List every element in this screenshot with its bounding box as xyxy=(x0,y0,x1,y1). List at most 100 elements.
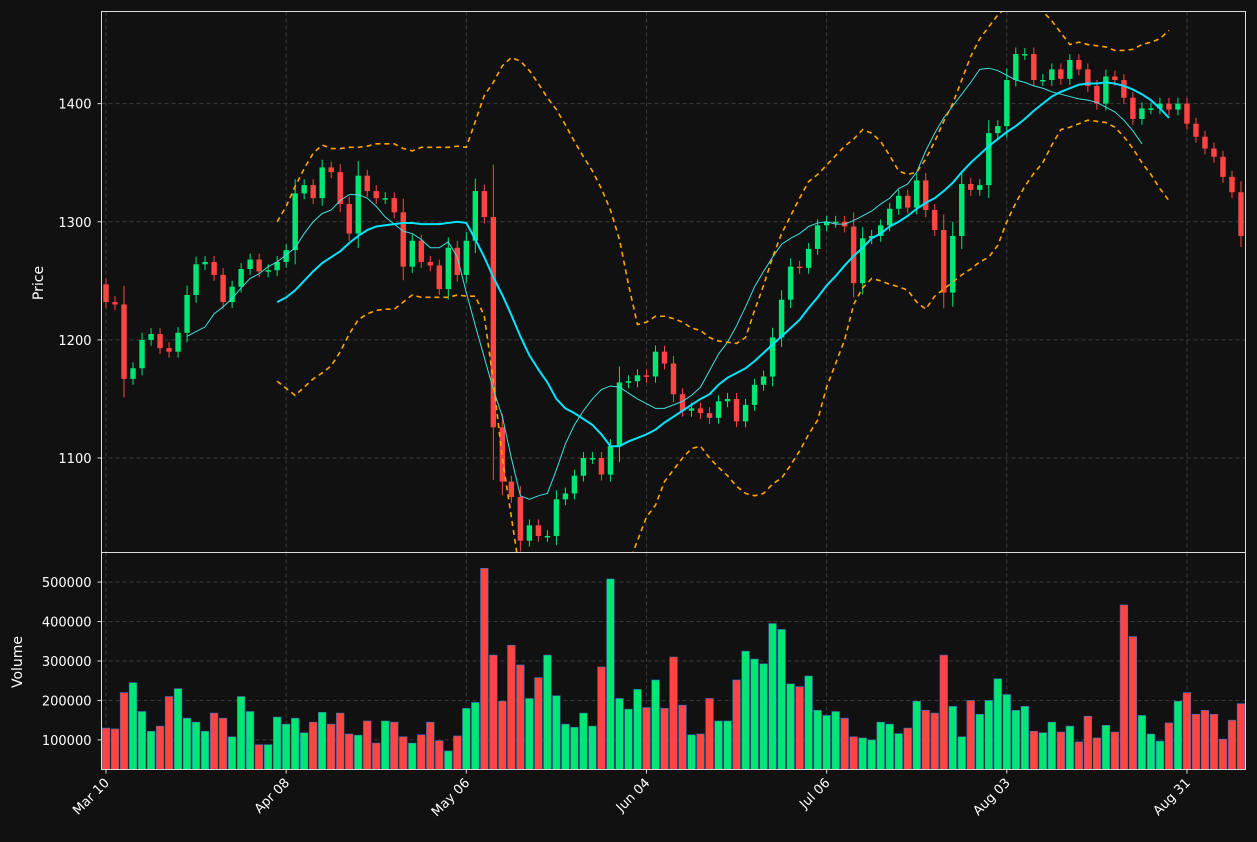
volume-bar xyxy=(894,733,903,770)
volume-bar xyxy=(525,698,534,770)
candle-body xyxy=(301,185,307,194)
candle-body xyxy=(859,238,866,284)
volume-tick-label: 200000 xyxy=(42,694,92,709)
volume-bar xyxy=(480,567,489,770)
volume-bar xyxy=(939,654,948,770)
volume-axis: 100000 200000 300000 400000 500000 xyxy=(42,576,102,749)
candle-body xyxy=(607,446,614,475)
candle-body xyxy=(337,172,343,205)
candle-body xyxy=(1067,59,1073,79)
candle-body xyxy=(121,304,127,379)
candle-body xyxy=(1085,69,1091,86)
volume-bar xyxy=(1083,715,1092,770)
volume-bar xyxy=(759,663,768,770)
candle-body xyxy=(1148,108,1154,110)
volume-bar xyxy=(696,733,705,770)
candle-body xyxy=(454,247,461,275)
candle-body xyxy=(1004,80,1010,127)
volume-bar xyxy=(1209,713,1219,770)
volume-bar xyxy=(579,712,588,770)
lower-band-line xyxy=(276,119,1170,553)
candle-body xyxy=(130,368,136,379)
volume-bar xyxy=(975,713,984,770)
volume-bar xyxy=(444,750,453,770)
candle-body xyxy=(751,384,758,405)
candle-body xyxy=(202,261,208,265)
volume-bar xyxy=(408,742,417,770)
candle-body xyxy=(1022,54,1028,56)
volume-bar xyxy=(336,712,345,770)
candle-body xyxy=(148,333,154,340)
candle-body xyxy=(823,221,830,226)
candle-body xyxy=(535,525,542,536)
volume-tick-label: 400000 xyxy=(42,616,92,631)
volume-bar xyxy=(498,700,507,770)
volume-bar xyxy=(750,658,759,770)
candle-body xyxy=(589,458,596,460)
volume-bar xyxy=(119,692,129,770)
candle-body xyxy=(1130,97,1136,119)
volume-bar xyxy=(372,742,381,770)
volume-bar xyxy=(200,730,210,770)
candle-body xyxy=(274,261,280,271)
candle-body xyxy=(715,401,722,418)
volume-bar xyxy=(993,678,1002,770)
volume-bar xyxy=(849,736,858,770)
candle-body xyxy=(1184,103,1190,124)
candle-body xyxy=(580,458,587,476)
volume-bar xyxy=(1137,715,1147,770)
candle-body xyxy=(436,265,442,290)
candle-body xyxy=(265,270,271,272)
candle-body xyxy=(643,375,650,377)
candle-body xyxy=(238,269,244,287)
candle-body xyxy=(796,266,803,269)
candle-body xyxy=(166,348,172,352)
candle-body xyxy=(445,247,452,290)
candle-body xyxy=(1238,192,1244,236)
volume-bar xyxy=(1155,740,1165,770)
volume-bar xyxy=(1218,738,1228,770)
candle-body xyxy=(1193,123,1199,137)
volume-bar xyxy=(903,727,912,770)
volume-bar xyxy=(588,725,597,770)
volume-bar xyxy=(795,686,804,770)
price-tick-label: 1300 xyxy=(58,216,91,231)
volume-bar xyxy=(948,706,957,770)
candle-body xyxy=(778,299,785,338)
volume-bar xyxy=(552,695,561,770)
candle-body xyxy=(733,398,740,422)
volume-bar xyxy=(966,700,975,770)
candle-body xyxy=(103,284,109,303)
volume-bar xyxy=(642,707,651,770)
volume-bar xyxy=(858,737,867,770)
candle-body xyxy=(905,195,911,208)
candle-body xyxy=(391,198,397,213)
volume-bar xyxy=(246,711,255,770)
price-tick-label: 1100 xyxy=(58,452,91,467)
candle-body xyxy=(193,264,199,295)
candle-body xyxy=(1076,59,1082,70)
volume-bar xyxy=(705,698,714,770)
candle-body xyxy=(1202,136,1208,149)
volume-bar xyxy=(1065,725,1074,770)
volume-bar xyxy=(1002,694,1011,770)
candle-body xyxy=(418,240,424,262)
candle-body xyxy=(1175,103,1181,110)
candle-body xyxy=(1094,85,1100,104)
price-tick-label: 1400 xyxy=(58,98,91,113)
candle-body xyxy=(986,133,992,186)
candle-body xyxy=(364,175,370,192)
candle-body xyxy=(868,235,875,239)
volume-bar xyxy=(867,739,876,770)
candle-body xyxy=(1013,54,1019,81)
candle-body xyxy=(1121,80,1127,98)
candle-body xyxy=(625,381,632,383)
candle-body xyxy=(661,351,668,364)
volume-tick-label: 100000 xyxy=(42,734,92,749)
volume-tick-label: 500000 xyxy=(42,576,92,591)
candle-body xyxy=(1211,148,1217,157)
volume-bar xyxy=(912,700,921,770)
price-axis: 1100 1200 1300 1400 xyxy=(58,98,102,467)
candle-body xyxy=(923,180,929,210)
